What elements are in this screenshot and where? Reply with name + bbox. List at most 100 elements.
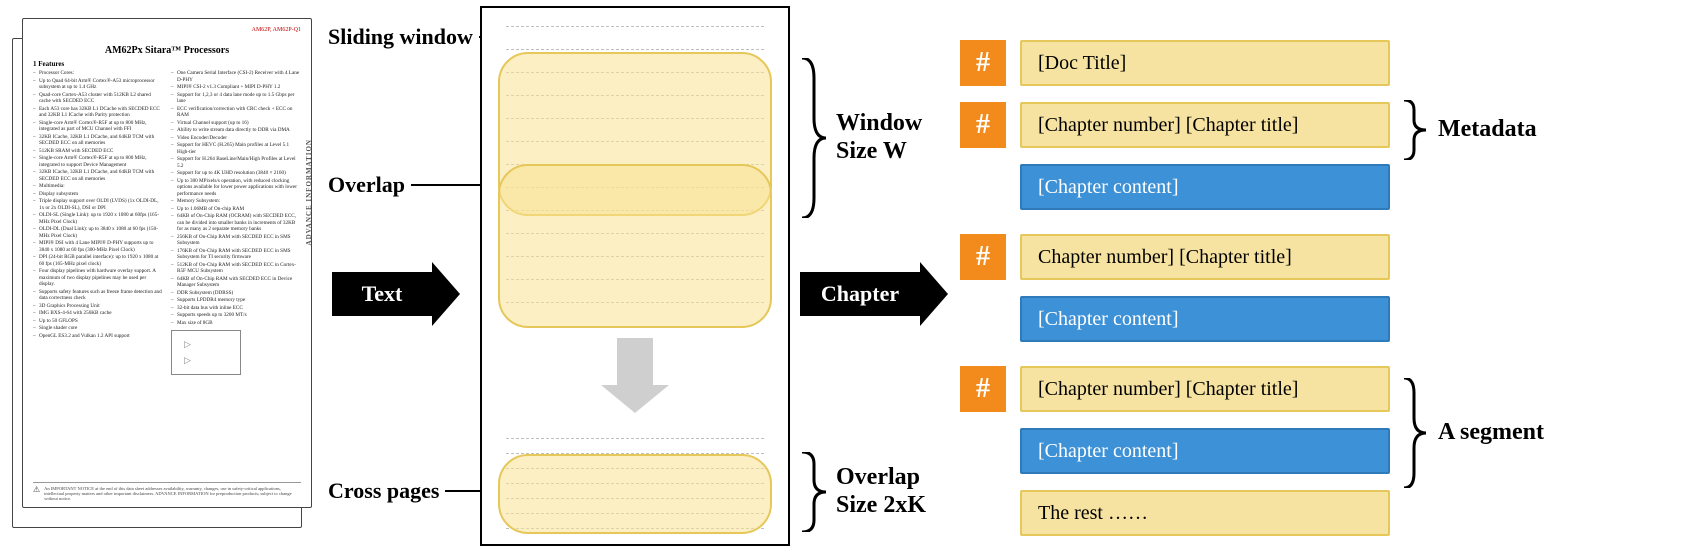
chapter-header-box: [Chapter number] [Chapter title] bbox=[1020, 366, 1390, 412]
arrow-label: Chapter bbox=[821, 281, 899, 307]
doc-bullet: Display subsystem bbox=[33, 191, 163, 198]
doc-bullet: Ability to write stream data directly to… bbox=[171, 127, 301, 134]
big-arrow-text: Text bbox=[332, 262, 460, 326]
doc-section-heading: 1 Features bbox=[33, 60, 301, 68]
hash-badge: # bbox=[960, 234, 1006, 280]
pointer-line bbox=[411, 184, 481, 186]
doc-bullet: Support for 1,2,3 or 4 data lane mode up… bbox=[171, 92, 301, 105]
doc-subtitle: AM62P, AM62P-Q1 bbox=[33, 27, 301, 33]
arrowhead-icon bbox=[432, 262, 460, 326]
doc-bullet: Quad-core Cortex-A53 cluster with 512KB … bbox=[33, 92, 163, 105]
brace-label: Overlap Size 2xK bbox=[836, 464, 926, 519]
doc-bullet: DDR Subsystem (DDRSS) bbox=[171, 290, 301, 297]
brace-window-size: Window Size W bbox=[796, 58, 922, 218]
doc-bullet: Single shader core bbox=[33, 325, 163, 332]
doc-footer: ⚠ An IMPORTANT NOTICE at the end of this… bbox=[33, 482, 301, 501]
doc-bullet: 176KB of On-Chip RAM with SECDED ECC in … bbox=[171, 248, 301, 261]
brace-label: Metadata bbox=[1438, 116, 1537, 144]
arrow-label: Text bbox=[362, 281, 403, 307]
doc-bullet: 512KB SRAM with SECDED ECC bbox=[33, 148, 163, 155]
doc-bullet: Supports LPDDR4 memory type bbox=[171, 297, 301, 304]
dashed-line bbox=[506, 49, 764, 50]
brace-metadata: Metadata bbox=[1398, 100, 1537, 160]
doc-mini-diagram bbox=[171, 330, 241, 375]
pointer-label: Cross pages bbox=[328, 478, 439, 504]
row-doc-title: # [Doc Title] bbox=[960, 40, 1390, 86]
rest-box: The rest …… bbox=[1020, 490, 1390, 536]
doc-bullet: ECC verification/correction with CRC che… bbox=[171, 106, 301, 119]
doc-bullet: Support for H.264 BaseLine/Main/High Pro… bbox=[171, 156, 301, 169]
doc-bullet: MIPI® DSI with 4 Lane MIPI® D-PHY suppor… bbox=[33, 240, 163, 253]
brace-icon bbox=[796, 58, 828, 218]
doc-bullet: Multimedia: bbox=[33, 183, 163, 190]
doc-bullet: 64KB of On-Chip RAM (OCRAM) with SECDED … bbox=[171, 213, 301, 233]
down-arrow-icon bbox=[601, 338, 669, 413]
chapter-header-box: Chapter number] [Chapter title] bbox=[1020, 234, 1390, 280]
big-arrow-chapter: Chapter bbox=[800, 262, 948, 326]
brace-icon bbox=[1398, 378, 1430, 488]
doc-bullet: 3D Graphics Processing Unit bbox=[33, 303, 163, 310]
doc-bullet: One Camera Serial Interface (CSI-2) Rece… bbox=[171, 70, 301, 83]
dashed-line bbox=[506, 26, 764, 27]
chapter-content-box: [Chapter content] bbox=[1020, 296, 1390, 342]
doc-bullet: Up to 1.06MB of On-chip RAM bbox=[171, 206, 301, 213]
doc-col-left: Processor Cores:Up to Quad 64-bit Arm® C… bbox=[33, 70, 163, 375]
doc-col-right: One Camera Serial Interface (CSI-2) Rece… bbox=[171, 70, 301, 375]
doc-bullet: Supports speeds up to 3200 MT/s bbox=[171, 312, 301, 319]
row-chapter-header: # [Chapter number] [Chapter title] bbox=[960, 102, 1390, 148]
pointer-overlap: Overlap bbox=[328, 172, 501, 198]
document-stack: AM62P, AM62P-Q1 AM62Px Sitara™ Processor… bbox=[12, 18, 312, 528]
doc-bullet: Memory Subsystem: bbox=[171, 198, 301, 205]
doc-bullet: IMG BXS-4-64 with 256KB cache bbox=[33, 310, 163, 317]
doc-bullet: 32-bit data bus with inline ECC bbox=[171, 305, 301, 312]
warning-icon: ⚠ bbox=[33, 486, 40, 501]
doc-bullet: Four display pipelines with hardware ove… bbox=[33, 268, 163, 288]
doc-bullet: Support for up to 4K UHD resolution (384… bbox=[171, 170, 301, 177]
doc-bullet: MIPI® CSI-2 v1.3 Compliant + MIPI D-PHY … bbox=[171, 84, 301, 91]
doc-bullet: 32KB ICache, 32KB L1 DCache, and 64KB TC… bbox=[33, 134, 163, 147]
doc-bullet: OLDI-SL (Single Link): up to 1920 x 1080… bbox=[33, 212, 163, 225]
doc-bullet: Single-core Arm® Cortex®-R5F at up to 80… bbox=[33, 155, 163, 168]
doc-side-label: ADVANCE INFORMATION bbox=[305, 139, 313, 245]
sliding-window-panel bbox=[480, 6, 790, 546]
doc-bullet: Virtual Channel support (up to 16) bbox=[171, 120, 301, 127]
doc-bullet: 256KB of On-Chip RAM with SECDED ECC in … bbox=[171, 234, 301, 247]
doc-title: AM62Px Sitara™ Processors bbox=[33, 45, 301, 56]
arrow-shaft: Text bbox=[332, 272, 432, 316]
doc-bullet: 32KB ICache, 32KB L1 DCache, and 64KB TC… bbox=[33, 169, 163, 182]
brace-segment: A segment bbox=[1398, 378, 1544, 488]
doc-columns: Processor Cores:Up to Quad 64-bit Arm® C… bbox=[33, 70, 301, 375]
doc-bullet: Supports safety features such as freeze … bbox=[33, 289, 163, 302]
brace-label: A segment bbox=[1438, 419, 1544, 447]
arrow-shaft: Chapter bbox=[800, 272, 920, 316]
window-middle bbox=[498, 164, 772, 328]
brace-label: Window Size W bbox=[836, 110, 922, 165]
row-chapter-content: [Chapter content] bbox=[1020, 164, 1390, 210]
doc-bullet: Video Encoder/Decoder bbox=[171, 135, 301, 142]
doc-bullet: Support for HEVC (H.265) Main profiles a… bbox=[171, 142, 301, 155]
row-rest: The rest …… bbox=[1020, 490, 1390, 536]
chapter-header-box: [Chapter number] [Chapter title] bbox=[1020, 102, 1390, 148]
doc-bullet: OpenGL ES3.2 and Vulkan 1.2 API support bbox=[33, 333, 163, 340]
doc-bullet: Max size of 8GB bbox=[171, 320, 301, 327]
dashed-line bbox=[506, 438, 764, 439]
doc-bullet: Triple display support over OLDI (LVDS) … bbox=[33, 198, 163, 211]
brace-icon bbox=[1398, 100, 1430, 160]
doc-bullet: Up to 300 MPixels/s operation, with redu… bbox=[171, 178, 301, 198]
row-chapter-content: [Chapter content] bbox=[1020, 296, 1390, 342]
doc-bullet: Processor Cores: bbox=[33, 70, 163, 77]
chapter-content-box: [Chapter content] bbox=[1020, 164, 1390, 210]
doc-bullet: 64KB of On-Chip RAM with SECDED ECC in D… bbox=[171, 276, 301, 289]
hash-badge: # bbox=[960, 40, 1006, 86]
document-page-front: AM62P, AM62P-Q1 AM62Px Sitara™ Processor… bbox=[22, 18, 312, 508]
page-frame bbox=[480, 6, 790, 546]
row-chapter-header: # Chapter number] [Chapter title] bbox=[960, 234, 1390, 280]
arrowhead-icon bbox=[920, 262, 948, 326]
doc-title-box: [Doc Title] bbox=[1020, 40, 1390, 86]
doc-bullet: DPI (24-bit RGB parallel interface): up … bbox=[33, 254, 163, 267]
brace-overlap-size: Overlap Size 2xK bbox=[796, 452, 926, 532]
row-chapter-content: [Chapter content] bbox=[1020, 428, 1390, 474]
row-chapter-header: # [Chapter number] [Chapter title] bbox=[960, 366, 1390, 412]
pointer-label: Overlap bbox=[328, 172, 405, 198]
brace-icon bbox=[796, 452, 828, 532]
